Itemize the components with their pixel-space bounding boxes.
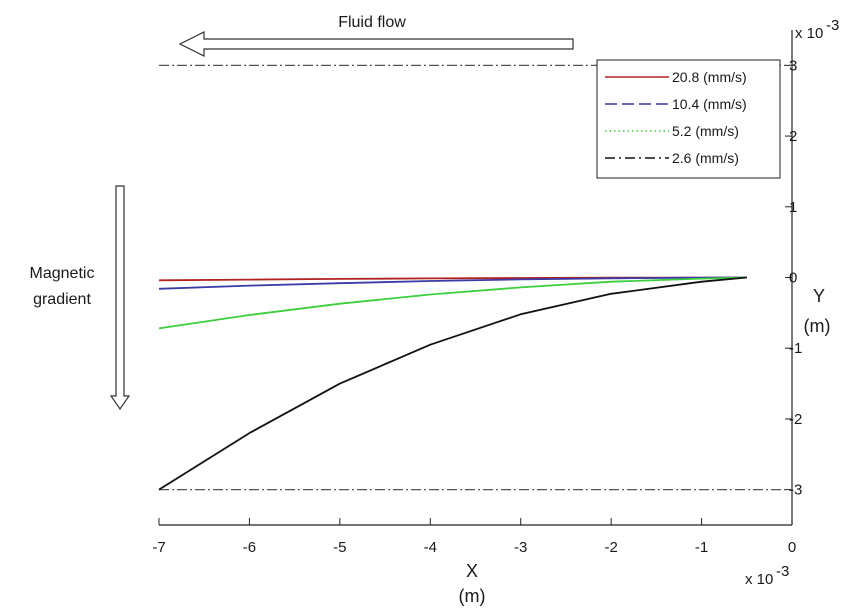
y-tick-label: -1	[789, 340, 802, 357]
x-tick-label: -1	[695, 539, 708, 556]
x-axis-unit: (m)	[459, 586, 486, 606]
x-tick-label: -2	[604, 539, 617, 556]
legend-entry-label: 5.2 (mm/s)	[672, 123, 739, 139]
y-exponent-label: x 10	[795, 25, 823, 42]
annotations: Fluid flow Magnetic gradient	[30, 14, 574, 411]
y-tick-label: 0	[789, 270, 797, 287]
x-tick-label: -3	[514, 539, 527, 556]
y-tick-label: -2	[789, 411, 802, 428]
x-tick-label: -7	[152, 539, 165, 556]
x-tick-label: -6	[243, 539, 256, 556]
y-tick-label: -3	[789, 482, 802, 499]
y-tick-label: 3	[789, 57, 797, 74]
legend-entry-label: 20.8 (mm/s)	[672, 69, 747, 85]
y-axis-title: Y	[813, 286, 825, 306]
x-tick-label: -5	[333, 539, 346, 556]
magnetic-gradient-label: gradient	[33, 291, 91, 308]
series-line	[158, 276, 747, 491]
y-tick-label: 1	[789, 199, 797, 216]
x-tick-label: 0	[788, 539, 796, 556]
magnetic-gradient-label: Magnetic	[30, 265, 95, 282]
y-exponent-power: -3	[826, 17, 839, 34]
x-exponent-label: x 10	[745, 571, 773, 588]
y-axis-unit: (m)	[804, 316, 831, 336]
fluid-flow-arrow	[178, 31, 574, 57]
x-axis-title: X	[466, 561, 478, 581]
legend-entry-label: 10.4 (mm/s)	[672, 96, 747, 112]
fluid-flow-label: Fluid flow	[338, 14, 406, 31]
magnetic-gradient-arrow	[109, 185, 131, 411]
legend: 20.8 (mm/s) 10.4 (mm/s) 5.2 (mm/s) 2.6 (mm/…	[596, 59, 781, 179]
series-line	[158, 276, 747, 290]
y-tick-label: 2	[789, 128, 797, 145]
x-tick-label: -4	[424, 539, 437, 556]
x-exponent-power: -3	[776, 563, 789, 580]
legend-entry-label: 2.6 (mm/s)	[672, 150, 739, 166]
series-line	[158, 276, 747, 330]
